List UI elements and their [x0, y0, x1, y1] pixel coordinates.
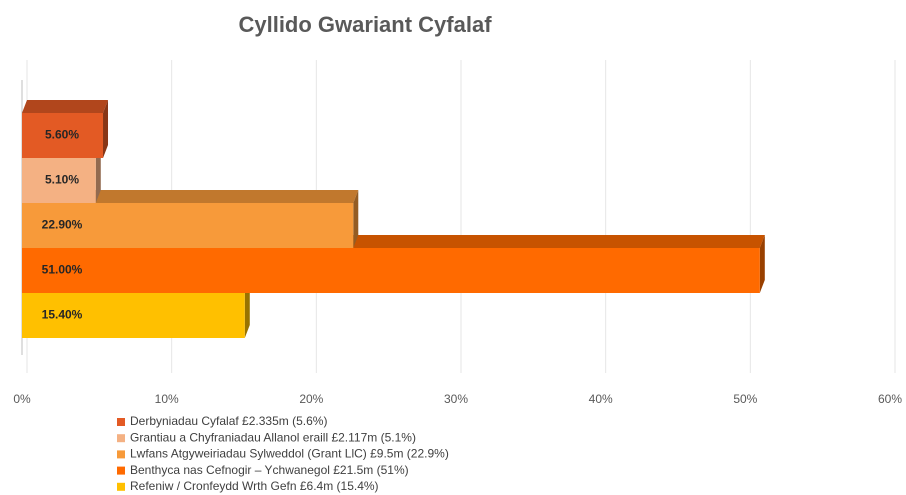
- legend-swatch: [117, 450, 125, 459]
- bar: [22, 248, 760, 293]
- bar: [22, 203, 354, 248]
- x-tick-label: 40%: [589, 392, 613, 406]
- legend-swatch: [117, 466, 125, 475]
- bar-side: [353, 190, 359, 248]
- chart-title: Cyllido Gwariant Cyfalaf: [238, 12, 492, 37]
- legend-swatch: [117, 418, 125, 426]
- bar: [22, 158, 96, 203]
- data-label: 51.00%: [42, 263, 83, 277]
- data-label: 5.10%: [45, 173, 79, 187]
- data-label: 15.40%: [42, 308, 83, 322]
- legend-label: Derbyniadau Cyfalaf £2.335m (5.6%): [130, 414, 327, 428]
- legend-label: Lwfans Atgyweiriadau Sylweddol (Grant Ll…: [130, 447, 449, 461]
- x-tick-label: 30%: [444, 392, 468, 406]
- data-label: 5.60%: [45, 128, 79, 142]
- bar-top: [22, 190, 359, 203]
- x-tick-label: 10%: [155, 392, 179, 406]
- bar: [22, 113, 104, 158]
- bar-side: [244, 280, 250, 338]
- x-tick-label: 20%: [299, 392, 323, 406]
- bar-side: [759, 235, 765, 293]
- x-tick-label: 60%: [878, 392, 902, 406]
- x-tick-label: 0%: [13, 392, 31, 406]
- legend-swatch: [117, 482, 125, 491]
- legend-swatch: [117, 434, 125, 443]
- bar: [22, 293, 245, 338]
- bar-side: [103, 100, 109, 158]
- legend-label: Grantiau a Chyfraniadau Allanol eraill £…: [130, 430, 416, 444]
- legend-label: Refeniw / Cronfeydd Wrth Gefn £6.4m (15.…: [130, 479, 379, 493]
- bar-top: [22, 100, 109, 113]
- data-label: 22.90%: [42, 218, 83, 232]
- legend-label: Benthyca nas Cefnogir – Ychwanegol £21.5…: [130, 463, 409, 477]
- x-tick-label: 50%: [733, 392, 757, 406]
- bar-side: [95, 145, 101, 203]
